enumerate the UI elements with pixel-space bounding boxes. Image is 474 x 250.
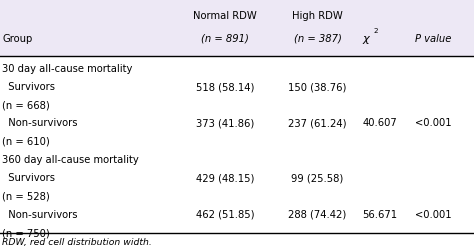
Text: <0.001: <0.001 <box>415 210 451 220</box>
Text: High RDW: High RDW <box>292 11 343 21</box>
Text: Survivors: Survivors <box>2 173 55 183</box>
Text: Group: Group <box>2 34 33 44</box>
Text: 462 (51.85): 462 (51.85) <box>196 210 255 220</box>
Bar <box>0 0 474 56</box>
Text: Survivors: Survivors <box>2 82 55 92</box>
Text: 40.607: 40.607 <box>363 118 397 128</box>
Text: 360 day all-cause mortality: 360 day all-cause mortality <box>2 155 139 165</box>
Text: <0.001: <0.001 <box>415 118 451 128</box>
Text: Non-survivors: Non-survivors <box>2 210 78 220</box>
Text: 2: 2 <box>373 28 378 34</box>
Text: (n = 387): (n = 387) <box>293 34 342 44</box>
Text: P value: P value <box>415 34 451 44</box>
Text: RDW, red cell distribution width.: RDW, red cell distribution width. <box>2 238 152 247</box>
Text: 373 (41.86): 373 (41.86) <box>196 118 254 128</box>
Text: 30 day all-cause mortality: 30 day all-cause mortality <box>2 64 133 74</box>
Text: Normal RDW: Normal RDW <box>193 11 257 21</box>
Text: (n = 528): (n = 528) <box>2 192 50 202</box>
Text: (n = 891): (n = 891) <box>201 34 249 44</box>
Text: 288 (74.42): 288 (74.42) <box>289 210 346 220</box>
Text: 237 (61.24): 237 (61.24) <box>288 118 347 128</box>
Text: (n = 668): (n = 668) <box>2 100 50 110</box>
Text: 56.671: 56.671 <box>363 210 398 220</box>
Text: χ: χ <box>363 34 369 44</box>
Text: 99 (25.58): 99 (25.58) <box>292 173 344 183</box>
Text: 518 (58.14): 518 (58.14) <box>196 82 255 92</box>
Text: (n = 610): (n = 610) <box>2 137 50 147</box>
Text: Non-survivors: Non-survivors <box>2 118 78 128</box>
Text: 150 (38.76): 150 (38.76) <box>288 82 347 92</box>
Text: (n = 750): (n = 750) <box>2 228 50 238</box>
Text: 429 (48.15): 429 (48.15) <box>196 173 255 183</box>
